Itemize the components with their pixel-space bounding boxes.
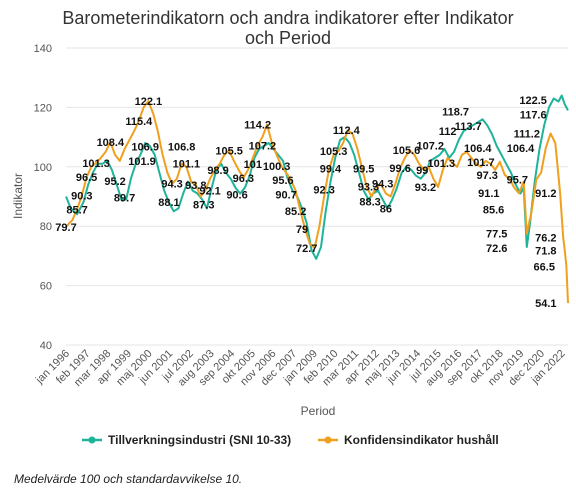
data-label: 87.3 xyxy=(193,200,214,212)
chart-title-line-2: och Period xyxy=(245,28,331,48)
data-label: 108.4 xyxy=(97,137,125,149)
data-label: 66.5 xyxy=(534,261,555,273)
data-label: 106.4 xyxy=(507,143,535,155)
series-line-1 xyxy=(65,100,569,304)
data-label: 90.7 xyxy=(275,189,296,201)
data-label: 99.5 xyxy=(353,163,374,175)
data-label: 106.4 xyxy=(464,143,492,155)
data-label: 89.7 xyxy=(114,192,135,204)
chart-title-line-1: Barometerindikatorn och andra indikatore… xyxy=(62,8,513,28)
data-label: 105.3 xyxy=(320,146,348,158)
data-label: 85.7 xyxy=(66,204,87,216)
series-lines xyxy=(65,94,569,304)
data-label: 77.5 xyxy=(486,229,507,241)
data-label: 113.7 xyxy=(455,121,482,133)
legend-label-0: Tillverkningsindustri (SNI 10-33) xyxy=(108,433,291,447)
y-axis-title: Indikator xyxy=(11,173,25,219)
data-label: 91.2 xyxy=(535,188,556,200)
data-label: 101.3 xyxy=(428,158,456,170)
legend-swatch-marker-0 xyxy=(88,436,96,444)
legend-item-1[interactable]: Konfidensindikator hushåll xyxy=(318,433,499,447)
data-label: 93.3 xyxy=(358,182,379,194)
y-tick-label: 60 xyxy=(40,281,52,293)
data-label: 90.6 xyxy=(226,190,247,202)
data-label: 95.2 xyxy=(104,176,125,188)
data-label: 92.1 xyxy=(199,185,220,197)
data-label: 93.2 xyxy=(415,182,436,194)
data-label: 86 xyxy=(380,203,392,215)
data-label: 105.6 xyxy=(393,145,421,157)
data-label: 117.6 xyxy=(520,110,547,122)
data-label: 96.5 xyxy=(76,172,97,184)
data-labels: 79.7 85.790.3 96.5 101.3 108.4 95.2 89.7 115.4 1… xyxy=(55,95,556,310)
data-label: 76.2 xyxy=(535,232,556,244)
data-label: 106.8 xyxy=(168,142,196,154)
data-label: 112 xyxy=(439,126,457,138)
data-label: 105.5 xyxy=(215,145,243,157)
data-label: 91.1 xyxy=(478,188,499,200)
data-label: 99.6 xyxy=(389,163,410,175)
data-label: 85.6 xyxy=(483,205,504,217)
data-label: 96.3 xyxy=(233,173,254,185)
data-label: 88.3 xyxy=(359,197,380,209)
data-label: 92.3 xyxy=(313,185,334,197)
data-label: 107.2 xyxy=(416,140,444,152)
gridlines xyxy=(66,47,568,346)
data-label: 85.2 xyxy=(285,206,306,218)
data-label: 115.4 xyxy=(125,116,153,128)
data-label: 101.9 xyxy=(128,156,156,168)
data-label: 88.1 xyxy=(158,197,179,209)
legend-swatch-marker-1 xyxy=(324,436,332,444)
footnote: Medelvärde 100 och standardavvikelse 10. xyxy=(14,472,243,486)
y-axis-ticks: 40 60 80 100 120 140 xyxy=(34,43,52,352)
data-label: 106.9 xyxy=(131,141,159,153)
data-label: 54.1 xyxy=(535,298,556,310)
data-label: 114.2 xyxy=(244,120,271,132)
data-label: 122.1 xyxy=(135,96,163,108)
data-label: 101.7 xyxy=(467,157,495,169)
data-label: 107.2 xyxy=(249,140,277,152)
y-tick-label: 140 xyxy=(34,43,52,55)
data-label: 112.4 xyxy=(333,125,361,137)
data-label: 122.5 xyxy=(519,95,547,107)
data-label: 101.1 xyxy=(173,159,201,171)
series-line-0 xyxy=(65,94,569,260)
data-label: 95.6 xyxy=(272,175,293,187)
y-tick-label: 40 xyxy=(40,340,52,352)
data-label: 101.3 xyxy=(82,158,110,170)
data-label: 118.7 xyxy=(442,106,469,118)
legend-item-0[interactable]: Tillverkningsindustri (SNI 10-33) xyxy=(82,433,291,447)
data-label: 72.6 xyxy=(486,243,507,255)
data-label: 99 xyxy=(416,165,428,177)
data-label: 99.4 xyxy=(320,164,342,176)
data-label: 97.3 xyxy=(477,170,498,182)
legend: Tillverkningsindustri (SNI 10-33) Konfid… xyxy=(82,433,499,447)
data-label: 94.3 xyxy=(372,179,393,191)
y-tick-label: 100 xyxy=(34,162,52,174)
data-label: 72.7 xyxy=(296,243,317,255)
data-label: 79.7 xyxy=(55,222,76,234)
legend-label-1: Konfidensindikator hushåll xyxy=(344,433,499,447)
data-label: 93.8 xyxy=(185,180,206,192)
data-label: 100.3 xyxy=(263,161,291,173)
y-tick-label: 120 xyxy=(34,102,52,114)
data-label: 94.3 xyxy=(161,179,182,191)
data-label: 71.8 xyxy=(535,246,556,258)
data-label: 90.3 xyxy=(71,191,92,203)
data-label: 111.2 xyxy=(514,129,540,141)
data-label: 95.7 xyxy=(507,175,528,187)
data-label: 79 xyxy=(296,224,308,236)
data-label: 101 xyxy=(244,159,262,171)
data-label: 98.9 xyxy=(207,165,228,177)
x-axis-title: Period xyxy=(301,404,336,418)
y-tick-label: 80 xyxy=(40,221,52,233)
